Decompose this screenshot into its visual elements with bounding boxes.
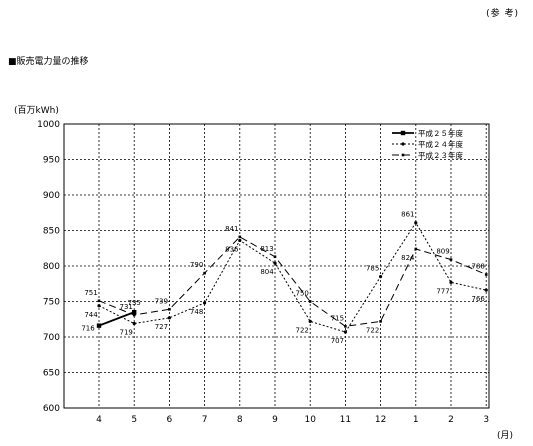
x-tick-label: 5 bbox=[131, 415, 137, 425]
x-tick-label: 4 bbox=[96, 415, 102, 425]
data-point bbox=[449, 258, 453, 261]
data-label: 748 bbox=[190, 308, 203, 316]
data-point bbox=[414, 221, 418, 225]
x-tick-label: 1 bbox=[413, 415, 419, 425]
section-title: ■販売電力量の推移 bbox=[8, 57, 89, 67]
data-label: 824 bbox=[401, 254, 415, 262]
data-point bbox=[414, 247, 418, 251]
data-point bbox=[273, 261, 277, 265]
data-label: 785 bbox=[366, 265, 379, 273]
data-label: 766 bbox=[472, 295, 486, 303]
y-tick-label: 650 bbox=[43, 369, 60, 379]
data-label: 804 bbox=[260, 268, 274, 276]
data-point bbox=[379, 275, 383, 279]
data-series bbox=[96, 221, 488, 334]
data-point bbox=[97, 304, 101, 308]
plot-frame bbox=[63, 123, 490, 409]
data-label: 750 bbox=[296, 290, 309, 298]
data-point bbox=[132, 313, 136, 317]
x-axis-unit-label: (月) bbox=[497, 431, 514, 441]
reference-label: (参 考) bbox=[486, 9, 519, 19]
y-tick-label: 850 bbox=[43, 227, 60, 237]
data-label: 716 bbox=[81, 325, 95, 333]
legend-label: 平成２３年度 bbox=[418, 150, 463, 160]
data-label: 707 bbox=[331, 337, 344, 345]
data-point bbox=[273, 255, 277, 259]
data-label: 731 bbox=[120, 303, 133, 311]
x-tick-labels: 4 5 6 7 8 9 10 11 12 1 2 3 bbox=[96, 415, 489, 425]
y-tick-label: 800 bbox=[43, 262, 60, 272]
data-point bbox=[97, 299, 101, 303]
legend-label: 平成２４年度 bbox=[418, 139, 463, 149]
data-label: 777 bbox=[436, 287, 449, 295]
y-tick-label: 700 bbox=[43, 333, 60, 343]
data-point bbox=[203, 301, 207, 305]
x-tick-label: 6 bbox=[167, 415, 173, 425]
x-tick-label: 11 bbox=[340, 415, 351, 425]
data-labels: 751 744 731 719 739 727 790 748 841 836 813 804 750 7… bbox=[81, 211, 485, 345]
data-point bbox=[449, 280, 453, 284]
legend-marker bbox=[401, 153, 405, 157]
data-point bbox=[167, 316, 171, 320]
data-label: 788 bbox=[472, 263, 485, 271]
series-line-1 bbox=[98, 221, 487, 333]
y-axis-unit-label: (百万kWh) bbox=[14, 106, 59, 116]
data-label: 719 bbox=[120, 329, 133, 337]
x-tick-label: 9 bbox=[272, 415, 278, 425]
data-point bbox=[238, 238, 242, 243]
x-tick-label: 12 bbox=[375, 415, 386, 425]
data-point bbox=[308, 319, 312, 323]
data-point bbox=[343, 330, 347, 334]
data-label: 715 bbox=[331, 314, 344, 322]
data-label: 727 bbox=[155, 323, 168, 331]
legend-label: 平成２５年度 bbox=[418, 128, 463, 138]
data-label: 813 bbox=[260, 245, 273, 253]
data-label: 722 bbox=[366, 326, 379, 334]
y-tick-label: 900 bbox=[43, 191, 60, 201]
data-label: 836 bbox=[225, 245, 239, 253]
y-tick-label: 750 bbox=[43, 298, 60, 308]
y-tick-label: 1000 bbox=[37, 120, 60, 130]
data-label: 841 bbox=[225, 225, 238, 233]
data-label: 739 bbox=[155, 297, 168, 305]
grid-lines bbox=[64, 124, 489, 408]
data-point bbox=[132, 321, 136, 326]
data-label: 722 bbox=[296, 326, 309, 334]
x-tick-label: 8 bbox=[237, 415, 243, 425]
x-tick-label: 10 bbox=[304, 415, 316, 425]
x-tick-label: 7 bbox=[202, 415, 208, 425]
data-label: 790 bbox=[190, 261, 203, 269]
data-label: 809 bbox=[436, 248, 449, 256]
data-point bbox=[238, 235, 242, 239]
data-label: 861 bbox=[401, 211, 414, 219]
y-tick-labels: 600 650 700 750 800 850 900 950 1000 bbox=[37, 120, 60, 414]
data-label: 735 bbox=[128, 299, 141, 307]
y-tick-label: 600 bbox=[43, 404, 60, 414]
x-tick-label: 3 bbox=[483, 415, 489, 425]
data-point bbox=[96, 323, 102, 328]
x-tick-label: 2 bbox=[448, 415, 454, 425]
data-label: 751 bbox=[84, 289, 97, 297]
data-point bbox=[344, 325, 347, 328]
series-line-2 bbox=[98, 236, 487, 327]
data-label: 744 bbox=[84, 311, 98, 319]
y-tick-label: 950 bbox=[43, 156, 60, 166]
data-point bbox=[379, 320, 382, 323]
data-point bbox=[132, 309, 137, 315]
data-point bbox=[484, 288, 488, 292]
data-point bbox=[203, 271, 206, 275]
data-point bbox=[168, 308, 171, 311]
series-line-0 bbox=[98, 311, 135, 327]
legend-marker bbox=[401, 142, 405, 146]
data-point bbox=[484, 273, 488, 276]
legend-marker bbox=[400, 130, 406, 136]
data-point bbox=[308, 300, 312, 303]
